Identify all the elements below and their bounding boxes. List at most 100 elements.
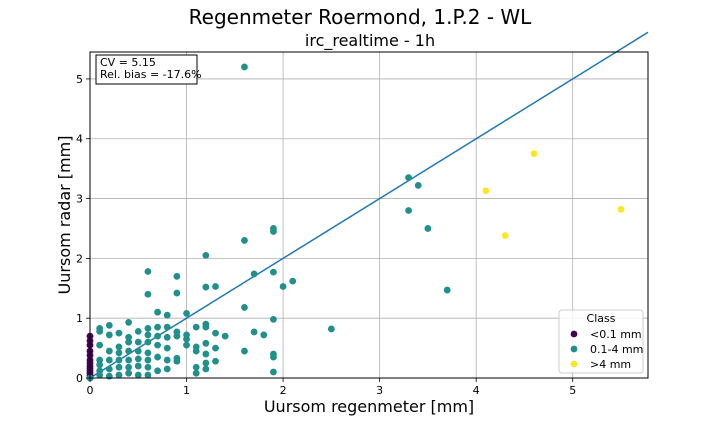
data-point <box>105 356 113 364</box>
data-point <box>134 338 142 346</box>
legend-marker <box>570 360 578 368</box>
data-point <box>173 328 181 336</box>
data-point <box>202 320 210 328</box>
data-point <box>405 207 412 214</box>
data-point <box>241 304 248 311</box>
data-point <box>202 283 210 291</box>
data-point <box>183 331 190 339</box>
data-point <box>270 368 277 376</box>
data-point <box>173 354 181 362</box>
data-point <box>134 362 142 370</box>
data-point <box>125 333 133 341</box>
data-point <box>192 343 200 351</box>
data-point <box>96 367 104 375</box>
data-point <box>144 331 152 339</box>
cv-text: CV = 5.15 <box>100 56 156 69</box>
x-tick-label: 5 <box>569 384 576 397</box>
legend-marker <box>570 330 578 338</box>
data-point <box>212 283 219 290</box>
data-point <box>163 311 171 319</box>
data-point <box>125 318 133 326</box>
data-point <box>212 344 219 352</box>
data-point <box>241 237 248 244</box>
data-point <box>163 365 171 373</box>
data-point <box>424 225 432 232</box>
data-point <box>617 205 625 213</box>
data-point <box>115 329 123 337</box>
data-point <box>202 359 210 367</box>
chart-title: Regenmeter Roermond, 1.P.2 - WL <box>189 5 533 29</box>
trend-line <box>89 31 649 379</box>
data-point <box>289 277 297 285</box>
data-point <box>144 363 152 371</box>
y-axis-label: Uursom radar [mm] <box>55 136 74 295</box>
data-point <box>482 187 490 195</box>
data-point <box>144 349 152 357</box>
data-point <box>270 315 277 323</box>
stats-annotation: CV = 5.15 Rel. bias = -17.6% <box>95 54 202 85</box>
data-point <box>192 363 200 371</box>
points-layer <box>86 63 625 382</box>
data-point <box>270 225 277 232</box>
data-point <box>250 328 258 336</box>
data-point <box>96 324 104 332</box>
data-point <box>202 365 210 373</box>
data-point <box>154 353 161 361</box>
data-point <box>125 369 133 377</box>
y-tick-label: 4 <box>76 133 83 146</box>
data-point <box>163 323 171 331</box>
data-point <box>105 365 113 373</box>
data-point <box>154 308 161 316</box>
data-point <box>105 321 113 329</box>
data-point <box>154 323 161 331</box>
data-point <box>115 349 123 357</box>
data-point <box>202 251 210 259</box>
data-point <box>443 286 451 294</box>
data-point <box>250 270 258 278</box>
plot-frame <box>89 51 649 379</box>
legend-label: >4 mm <box>590 358 631 371</box>
data-point <box>105 347 113 355</box>
data-point <box>144 371 152 379</box>
data-point <box>115 356 123 364</box>
data-point <box>173 289 181 297</box>
data-point <box>163 333 171 341</box>
data-point <box>125 363 133 371</box>
data-point <box>144 338 152 346</box>
data-point <box>212 357 219 365</box>
x-tick-label: 4 <box>473 384 480 397</box>
data-point <box>125 347 133 355</box>
data-point <box>134 355 142 363</box>
data-point <box>260 331 268 339</box>
data-point <box>105 372 113 380</box>
data-point <box>115 371 123 379</box>
data-point <box>212 329 219 337</box>
trend-line-layer <box>89 31 649 379</box>
y-tick-label: 0 <box>76 372 83 385</box>
data-point <box>414 181 422 189</box>
y-tick-label: 5 <box>76 73 83 86</box>
data-point <box>96 356 104 364</box>
legend-title: Class <box>587 312 616 325</box>
data-point <box>144 324 152 332</box>
data-point <box>154 341 161 349</box>
data-point <box>125 356 133 364</box>
data-point <box>279 283 287 290</box>
chart-subtitle: irc_realtime - 1h <box>305 31 435 51</box>
ticks-layer: 0 1 2 3 4 5 0 1 2 3 4 5 <box>76 73 576 397</box>
data-point <box>202 339 210 347</box>
y-tick-label: 3 <box>76 193 83 206</box>
data-point <box>134 327 142 335</box>
data-point <box>134 347 142 355</box>
data-point <box>163 356 171 364</box>
data-point <box>105 331 113 339</box>
data-point <box>134 371 142 379</box>
data-point <box>530 150 538 158</box>
data-point <box>192 323 200 331</box>
data-point <box>241 347 248 355</box>
data-point <box>202 350 210 358</box>
data-point <box>154 367 161 375</box>
data-point <box>501 232 509 240</box>
data-point <box>163 344 171 352</box>
legend-label: <0.1 mm <box>590 328 642 341</box>
